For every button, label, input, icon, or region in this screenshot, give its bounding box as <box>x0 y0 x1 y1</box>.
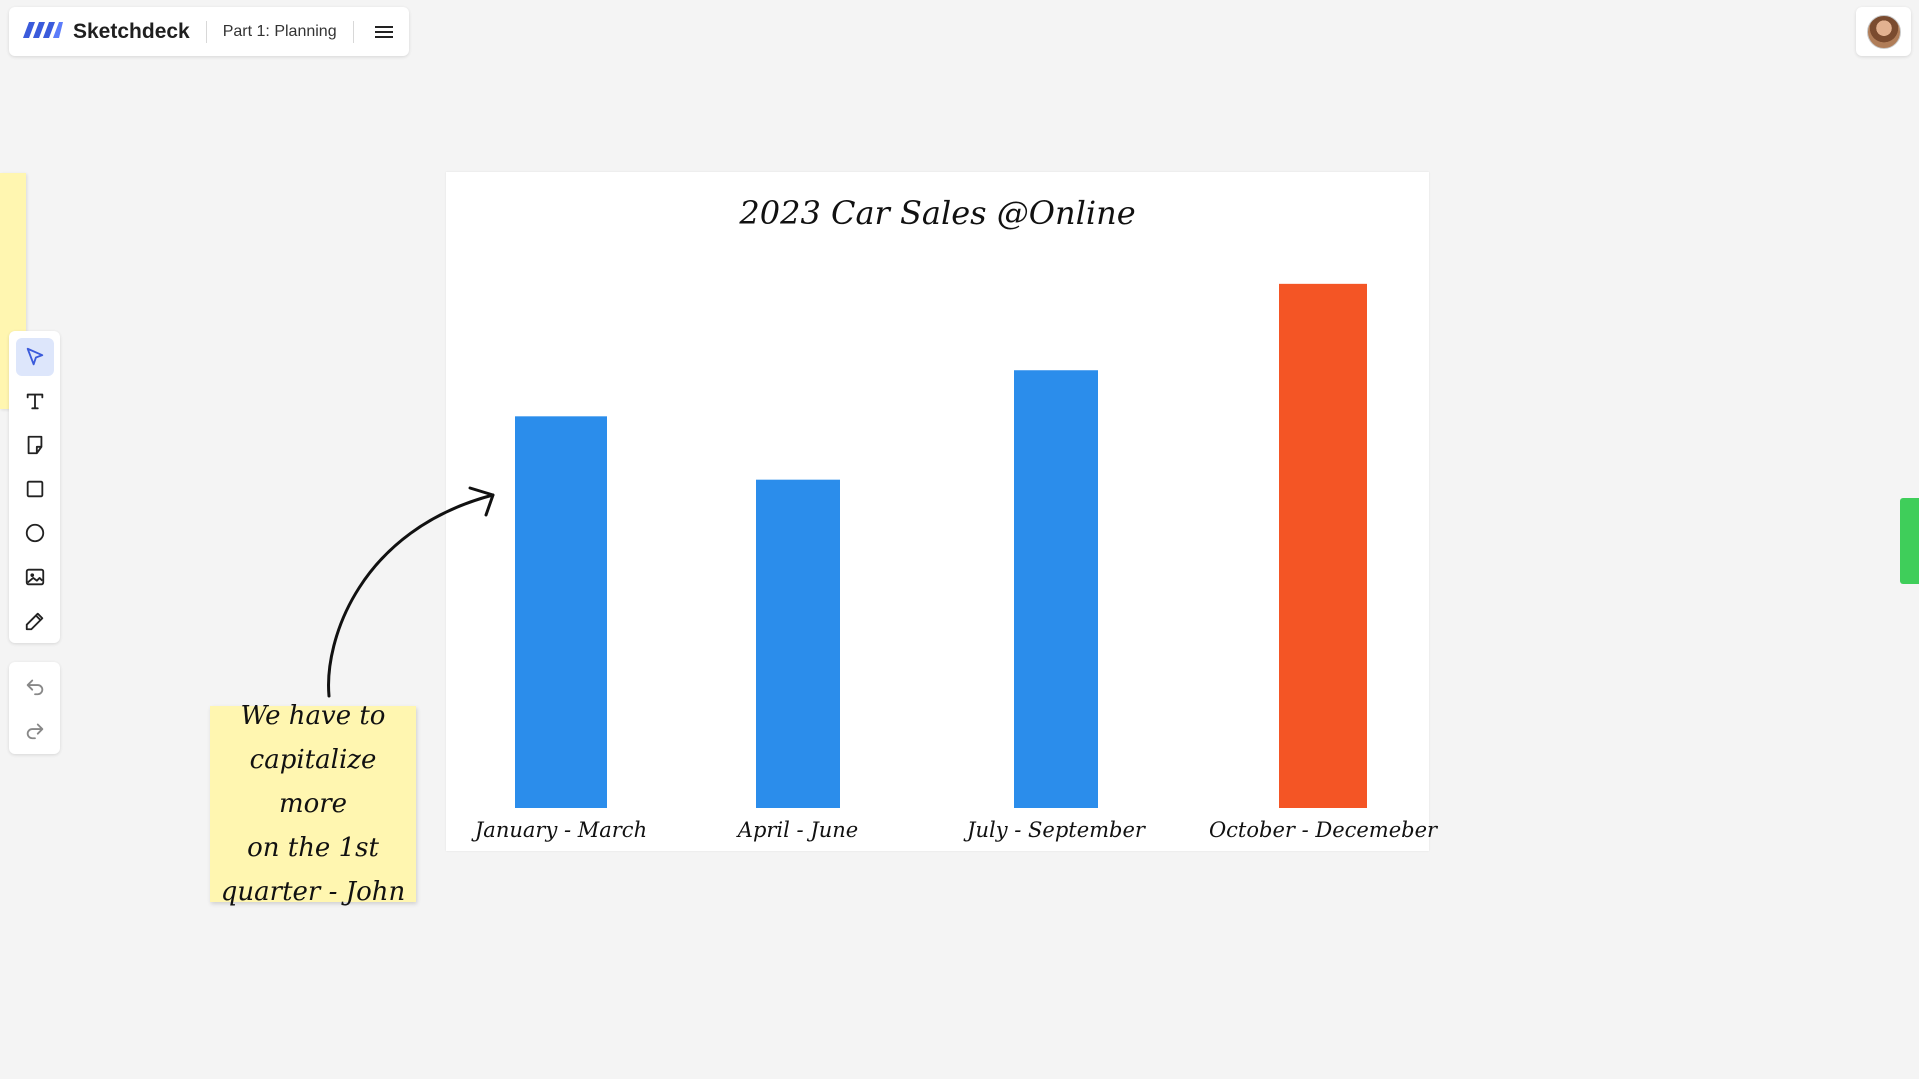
category-label: April - June <box>737 818 859 842</box>
logo-icon <box>23 21 63 42</box>
tool-note-button[interactable] <box>16 426 54 464</box>
tool-rectangle-button[interactable] <box>16 470 54 508</box>
annotation-arrow[interactable] <box>300 470 500 710</box>
tool-text-button[interactable] <box>16 382 54 420</box>
tool-image-button[interactable] <box>16 558 54 596</box>
avatar <box>1866 14 1901 49</box>
sticky-note-line: We have to <box>240 701 386 731</box>
undo-icon <box>26 679 43 696</box>
chart-bar-2[interactable] <box>756 479 840 808</box>
chart-bar-3[interactable] <box>1014 370 1098 808</box>
bar-chart <box>515 283 1367 809</box>
chart-bar-4[interactable] <box>1279 283 1367 809</box>
app-header: Sketchdeck Part 1: Planning <box>9 7 409 56</box>
history-controls <box>9 662 60 754</box>
app-name: Sketchdeck <box>73 19 190 43</box>
sticky-note-line: on the 1st <box>247 833 379 863</box>
tool-select-button[interactable] <box>15 338 54 376</box>
sticky-note-line: quarter - John <box>220 877 406 907</box>
divider <box>205 20 207 43</box>
chart-title: 2023 Car Sales @Online <box>739 194 1136 232</box>
circle-icon <box>25 523 44 543</box>
redo-icon <box>26 723 43 740</box>
menu-button[interactable] <box>370 18 398 46</box>
bar-chart-frame[interactable]: 2023 Car Sales @Online January - March Ap… <box>446 172 1437 851</box>
category-label: January - March <box>474 818 648 842</box>
chart-bar-1[interactable] <box>515 416 607 808</box>
divider <box>352 20 354 43</box>
tool-pen-button[interactable] <box>16 602 54 640</box>
square-icon <box>26 480 43 498</box>
image-icon <box>25 568 44 586</box>
tool-palette <box>9 331 60 643</box>
pencil-icon <box>25 612 43 631</box>
sticky-note[interactable]: We have to capitalize more on the 1st quart… <box>210 701 416 907</box>
document-title[interactable]: Part 1: Planning <box>222 22 337 40</box>
undo-button[interactable] <box>16 667 54 705</box>
sticky-note-line: capitalize more <box>249 745 377 819</box>
category-label: October - Decemeber <box>1208 818 1438 842</box>
cursor-icon <box>26 347 43 366</box>
note-icon <box>27 435 42 455</box>
tool-ellipse-button[interactable] <box>16 514 54 552</box>
category-label: July - September <box>967 818 1145 842</box>
redo-button[interactable] <box>16 711 54 749</box>
offscreen-green-object[interactable] <box>1900 498 1919 584</box>
hamburger-icon <box>374 25 393 38</box>
user-menu-button[interactable] <box>1856 7 1911 56</box>
text-icon <box>26 393 43 410</box>
sticky-note-text: We have to capitalize more on the 1st quart… <box>218 694 408 914</box>
